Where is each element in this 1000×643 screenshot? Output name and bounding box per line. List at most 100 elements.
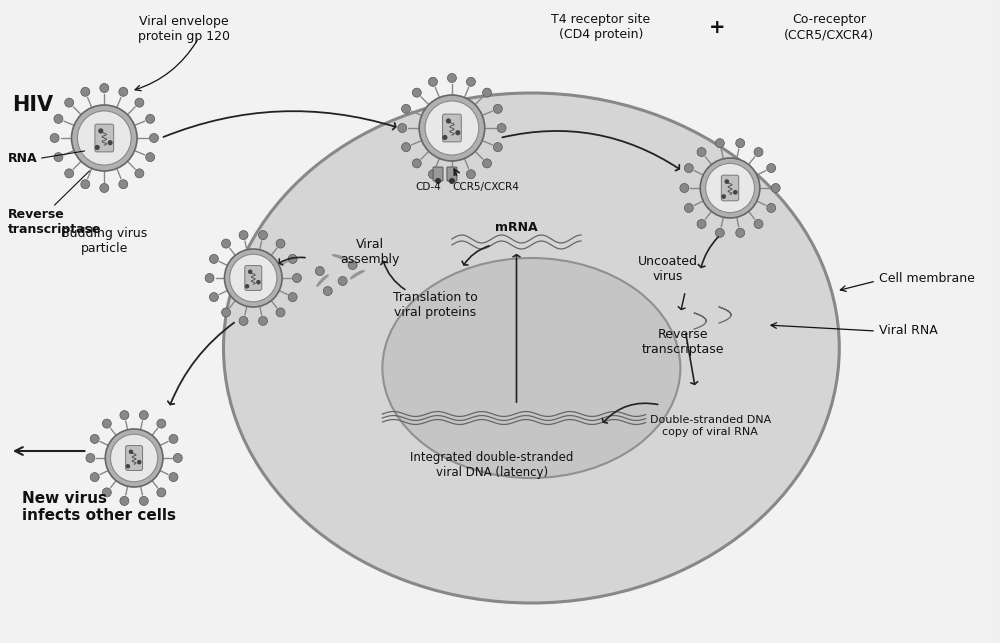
Circle shape: [120, 411, 129, 420]
Polygon shape: [351, 271, 364, 279]
Circle shape: [276, 239, 285, 248]
Circle shape: [715, 139, 724, 148]
Circle shape: [102, 419, 111, 428]
Circle shape: [736, 139, 745, 148]
Circle shape: [767, 163, 776, 172]
Circle shape: [135, 98, 144, 107]
Circle shape: [90, 435, 99, 444]
Circle shape: [697, 219, 706, 228]
Circle shape: [323, 287, 332, 296]
Circle shape: [90, 473, 99, 482]
Circle shape: [54, 152, 63, 161]
Circle shape: [86, 453, 95, 462]
Circle shape: [754, 147, 763, 156]
Circle shape: [81, 87, 90, 96]
Circle shape: [736, 228, 745, 237]
Text: Viral envelope
protein gp 120: Viral envelope protein gp 120: [138, 15, 230, 43]
Circle shape: [119, 87, 128, 96]
Circle shape: [715, 228, 724, 237]
Circle shape: [447, 174, 456, 183]
Circle shape: [466, 170, 475, 179]
Circle shape: [139, 411, 148, 420]
Circle shape: [398, 123, 407, 132]
Circle shape: [754, 219, 763, 228]
Polygon shape: [317, 275, 328, 287]
Circle shape: [209, 293, 218, 302]
Circle shape: [169, 473, 178, 482]
Circle shape: [425, 101, 479, 155]
Circle shape: [222, 239, 231, 248]
Circle shape: [483, 159, 492, 168]
Circle shape: [245, 284, 249, 289]
Circle shape: [137, 460, 141, 464]
Circle shape: [684, 203, 693, 212]
Circle shape: [50, 134, 59, 143]
Circle shape: [497, 123, 506, 132]
Circle shape: [419, 95, 485, 161]
Circle shape: [126, 464, 130, 469]
Circle shape: [105, 429, 163, 487]
Circle shape: [102, 488, 111, 497]
Text: New virus
infects other cells: New virus infects other cells: [22, 491, 176, 523]
Circle shape: [149, 134, 158, 143]
Circle shape: [706, 163, 754, 213]
Circle shape: [108, 140, 113, 145]
Text: Co-receptor
(CCR5/CXCR4): Co-receptor (CCR5/CXCR4): [784, 13, 874, 41]
Circle shape: [466, 77, 475, 86]
Circle shape: [442, 135, 447, 140]
Circle shape: [157, 419, 166, 428]
Circle shape: [733, 190, 738, 195]
Circle shape: [428, 77, 437, 86]
Circle shape: [259, 231, 267, 240]
Ellipse shape: [382, 258, 680, 478]
Circle shape: [135, 169, 144, 178]
Circle shape: [65, 169, 74, 178]
Circle shape: [455, 130, 460, 135]
Text: +: +: [709, 18, 725, 37]
FancyBboxPatch shape: [443, 114, 461, 142]
Text: Uncoated
virus: Uncoated virus: [637, 255, 697, 283]
Circle shape: [412, 159, 421, 168]
Circle shape: [100, 84, 109, 93]
Ellipse shape: [223, 93, 839, 603]
Circle shape: [276, 308, 285, 317]
Circle shape: [222, 308, 231, 317]
Circle shape: [77, 111, 131, 165]
Circle shape: [293, 273, 301, 282]
FancyBboxPatch shape: [245, 266, 262, 291]
FancyBboxPatch shape: [95, 124, 114, 152]
Circle shape: [54, 114, 63, 123]
Circle shape: [449, 178, 455, 184]
Circle shape: [697, 147, 706, 156]
Circle shape: [157, 488, 166, 497]
Circle shape: [684, 163, 693, 172]
Circle shape: [493, 143, 502, 152]
Circle shape: [315, 266, 324, 275]
Circle shape: [205, 273, 214, 282]
Circle shape: [721, 194, 726, 199]
Circle shape: [248, 269, 252, 274]
Circle shape: [288, 255, 297, 264]
Circle shape: [767, 203, 776, 212]
Circle shape: [119, 179, 128, 188]
Text: Reverse
transcriptase: Reverse transcriptase: [8, 208, 101, 236]
Text: Viral RNA: Viral RNA: [879, 325, 938, 338]
Text: Reverse
transcriptase: Reverse transcriptase: [642, 328, 725, 356]
Text: Integrated double-stranded
viral DNA (latency): Integrated double-stranded viral DNA (la…: [410, 451, 573, 479]
Text: RNA: RNA: [8, 152, 38, 165]
Circle shape: [288, 293, 297, 302]
Circle shape: [146, 114, 155, 123]
Polygon shape: [332, 255, 347, 260]
Circle shape: [100, 183, 109, 192]
Circle shape: [428, 170, 437, 179]
Circle shape: [493, 104, 502, 113]
Circle shape: [446, 118, 451, 123]
Circle shape: [402, 143, 411, 152]
Circle shape: [72, 105, 137, 171]
Circle shape: [725, 179, 729, 184]
Circle shape: [239, 231, 248, 240]
Circle shape: [98, 129, 103, 134]
Text: Double-stranded DNA
copy of viral RNA: Double-stranded DNA copy of viral RNA: [650, 415, 771, 437]
Circle shape: [129, 449, 133, 454]
Text: Cell membrane: Cell membrane: [879, 271, 975, 284]
